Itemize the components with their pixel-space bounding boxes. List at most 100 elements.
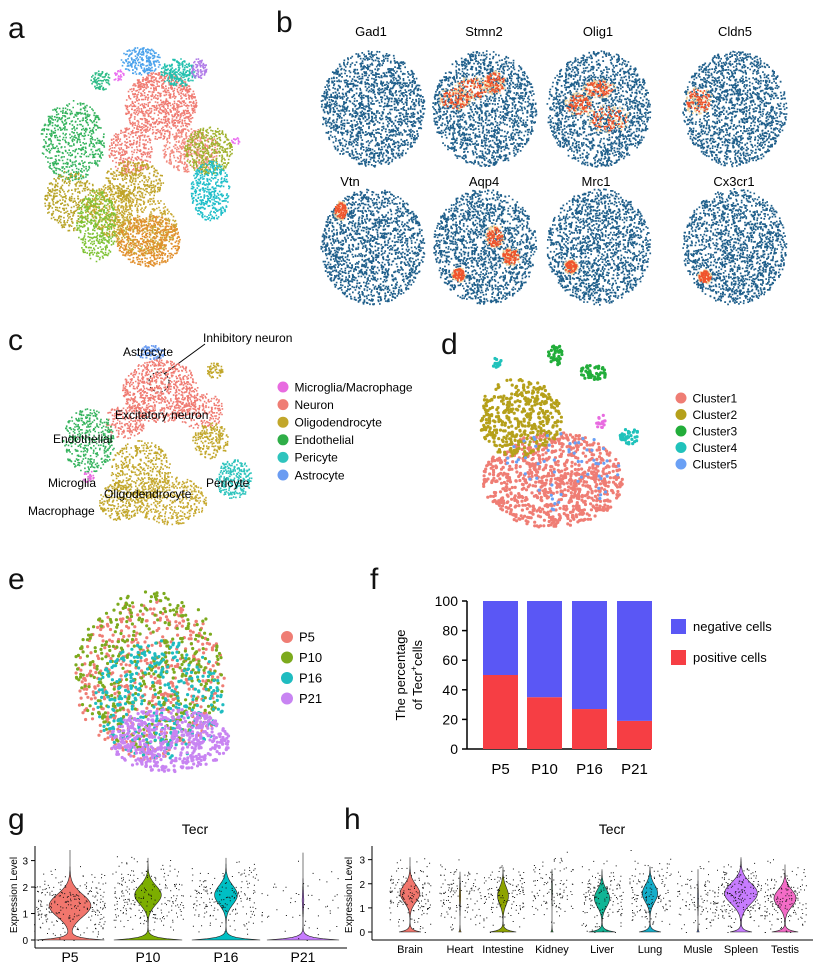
gene-label-mrc1: Mrc1 xyxy=(582,174,611,189)
violin-h-y-tick-label-2: 2 xyxy=(359,880,365,891)
legend-c-label-1: Neuron xyxy=(295,398,334,412)
legend-d-swatch-0 xyxy=(675,392,687,404)
violin-h-x-label-brain: Brain xyxy=(397,944,423,956)
violin-h-violin-intestine xyxy=(489,866,517,933)
legend-d-item-3: Cluster4 xyxy=(675,441,738,455)
violin-h-x-label-liver: Liver xyxy=(590,944,614,956)
y-tick-label-3: 60 xyxy=(442,652,458,668)
gene-label-vtn: Vtn xyxy=(340,174,360,189)
legend-e-swatch-1 xyxy=(281,651,293,664)
violin-h-x-label-kidney: Kidney xyxy=(535,944,569,956)
panel-letter-b: b xyxy=(276,6,293,39)
legend-c-item-4: Pericyte xyxy=(277,451,339,465)
violin-h-title: Tecr xyxy=(599,821,626,837)
annotation-oligodendrocyte: Oligodendrocyte xyxy=(104,487,192,501)
violin-g-title: Tecr xyxy=(182,821,209,837)
legend-e-swatch-2 xyxy=(281,672,293,684)
bar-positive-p5 xyxy=(483,675,518,749)
legend-c-swatch-1 xyxy=(277,399,289,411)
legend-d-swatch-1 xyxy=(675,409,687,420)
violin-g-y-tick-label-0: 0 xyxy=(22,936,28,947)
annotation-pericyte: Pericyte xyxy=(206,476,250,490)
panel-a-tsne xyxy=(40,47,241,268)
gene-label-cx3cr1: Cx3cr1 xyxy=(713,174,754,189)
legend-e-label-0: P5 xyxy=(299,630,315,645)
violin-h-ylabel: Expression Level xyxy=(344,857,355,933)
panel-c-annotated-tsne xyxy=(62,343,253,526)
violin-g-x-label-p21: P21 xyxy=(291,949,316,965)
y-tick-label-5: 100 xyxy=(435,593,459,609)
legend-e-label-1: P10 xyxy=(299,650,322,665)
legend-e-item-0: P5 xyxy=(281,630,315,645)
panel-e-timepoint-tsne xyxy=(74,590,231,774)
violin-g-violin-p21 xyxy=(266,852,340,941)
panel-letter-e: e xyxy=(8,563,25,596)
violin-g-violin-p10 xyxy=(113,857,183,941)
y-tick-label-0: 0 xyxy=(450,741,458,757)
violin-g-points-p16 xyxy=(190,861,263,935)
violin-h-violin-liver xyxy=(588,869,616,933)
panel-letter-g: g xyxy=(8,803,25,836)
gene-label-gad1: Gad1 xyxy=(355,24,387,39)
y-tick-label-1: 20 xyxy=(442,711,458,727)
legend-e-swatch-0 xyxy=(281,631,293,643)
annotation-microglia: Microglia xyxy=(48,476,96,490)
violin-h-violin-musle xyxy=(696,869,700,933)
violin-h-points-musle xyxy=(677,861,720,933)
legend-d-item-2: Cluster3 xyxy=(675,424,738,438)
violin-g-x-label-p16: P16 xyxy=(214,949,239,965)
legend-d-item-1: Cluster2 xyxy=(675,408,738,422)
bar-positive-p16 xyxy=(572,709,607,749)
annotation-excitatory-neuron: Excitatory neuron xyxy=(115,408,208,422)
legend-f-swatch-1 xyxy=(671,650,686,665)
gene-label-aqp4: Aqp4 xyxy=(469,174,499,189)
panel-d-cluster-tsne xyxy=(479,344,640,529)
violin-h-violin-testis xyxy=(771,864,799,933)
panel-letter-f: f xyxy=(370,563,379,596)
legend-d-label-2: Cluster3 xyxy=(693,424,738,438)
legend-c-item-1: Neuron xyxy=(277,398,334,412)
legend-f-label-0: negative cells xyxy=(693,619,772,634)
violin-h-y-tick-label-0: 0 xyxy=(359,928,365,939)
legend-f-swatch-0 xyxy=(671,619,686,634)
y-axis-label-line2: of Tecr+cells xyxy=(409,639,425,710)
legend-c-item-2: Oligodendrocyte xyxy=(277,416,383,430)
violin-h-y-tick-label-1: 1 xyxy=(359,904,365,915)
violin-g-violin-p16 xyxy=(191,857,261,941)
panel-letter-c: c xyxy=(8,324,23,357)
legend-c-swatch-4 xyxy=(277,451,289,463)
violin-g-points-p10 xyxy=(112,856,185,932)
panel-h-violin: Tecr Expression Level 0 1 2 3 Brain Heart Inte… xyxy=(344,821,813,956)
panel-letter-a: a xyxy=(8,12,25,45)
legend-e-label-3: P21 xyxy=(299,691,322,706)
y-tick-label-2: 40 xyxy=(442,682,458,698)
violin-h-y-tick-label-3: 3 xyxy=(359,856,365,867)
violin-g-y-tick-label-3: 3 xyxy=(22,857,28,868)
annotation-macrophage: Macrophage xyxy=(28,504,95,518)
violin-h-x-label-heart: Heart xyxy=(447,944,474,956)
violin-h-points-spleen xyxy=(720,862,763,933)
annotation-inhibitory-neuron: Inhibitory neuron xyxy=(203,331,292,345)
violin-h-points-testis xyxy=(764,859,807,933)
legend-c-label-4: Pericyte xyxy=(295,451,339,465)
x-tick-label-p21: P21 xyxy=(621,761,648,778)
legend-c-item-0: Microglia/Macrophage xyxy=(277,380,413,394)
legend-c-swatch-0 xyxy=(277,381,289,393)
legend-d-swatch-4 xyxy=(675,458,687,470)
legend-e-item-3: P21 xyxy=(281,691,322,706)
legend-c-label-2: Oligodendrocyte xyxy=(295,416,383,430)
panel-letter-h: h xyxy=(344,803,361,836)
bar-negative-p5 xyxy=(483,601,518,675)
violin-h-violin-kidney xyxy=(550,869,554,933)
legend-c-label-5: Astrocyte xyxy=(295,468,345,482)
violin-h-x-label-musle: Musle xyxy=(683,944,712,956)
bar-positive-p21 xyxy=(617,720,652,749)
violin-h-x-label-spleen: Spleen xyxy=(724,944,758,956)
annotation-endothelial: Endothelial xyxy=(53,432,112,446)
violin-h-violin-brain xyxy=(398,857,422,933)
violin-h-x-label-testis: Testis xyxy=(771,944,800,956)
y-tick-label-4: 80 xyxy=(442,623,458,639)
violin-g-x-label-p5: P5 xyxy=(61,949,78,965)
legend-c-item-3: Endothelial xyxy=(277,433,354,447)
violin-h-violin-heart xyxy=(458,871,462,933)
